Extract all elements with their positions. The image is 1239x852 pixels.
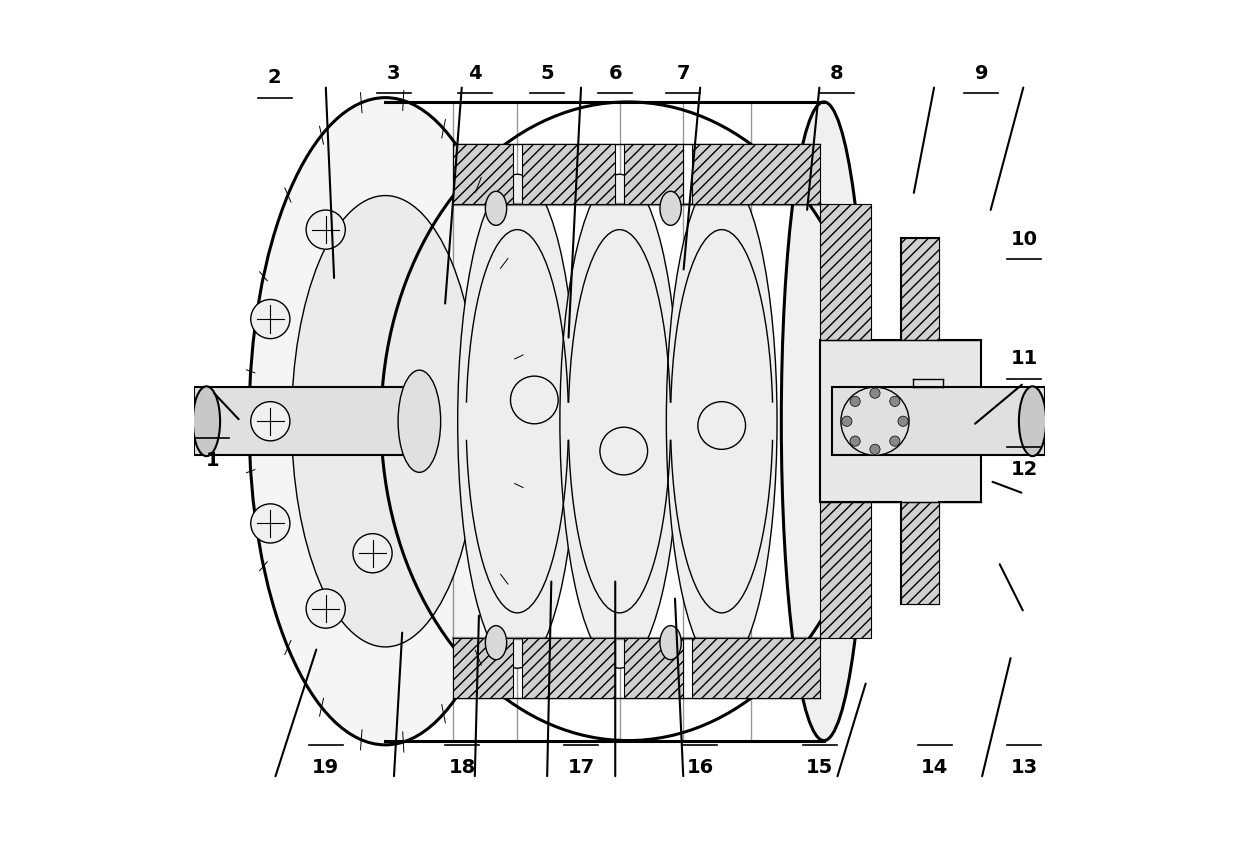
Text: 6: 6 (608, 64, 622, 83)
Ellipse shape (1018, 387, 1046, 457)
Text: 19: 19 (312, 757, 339, 775)
Circle shape (250, 504, 290, 544)
Ellipse shape (398, 371, 441, 473)
Polygon shape (691, 639, 820, 698)
Circle shape (870, 445, 880, 455)
Text: 1: 1 (206, 451, 219, 469)
Circle shape (850, 436, 860, 446)
Circle shape (250, 300, 290, 339)
Ellipse shape (457, 175, 577, 669)
Polygon shape (691, 146, 820, 204)
Circle shape (870, 389, 880, 399)
Text: 16: 16 (686, 757, 714, 775)
Text: 2: 2 (268, 68, 281, 87)
Text: 13: 13 (1011, 757, 1037, 775)
Text: 17: 17 (567, 757, 595, 775)
Circle shape (850, 397, 860, 407)
Polygon shape (833, 388, 1046, 456)
Circle shape (841, 417, 852, 427)
Circle shape (890, 397, 900, 407)
Text: 11: 11 (1010, 348, 1037, 367)
Polygon shape (522, 146, 616, 204)
Text: 15: 15 (807, 757, 834, 775)
Text: 9: 9 (975, 64, 989, 83)
Circle shape (841, 388, 909, 456)
Polygon shape (193, 388, 415, 456)
Text: 3: 3 (387, 64, 400, 83)
Polygon shape (820, 204, 871, 341)
Circle shape (353, 534, 392, 573)
Polygon shape (820, 239, 981, 605)
Polygon shape (522, 639, 616, 698)
Polygon shape (820, 503, 871, 639)
Ellipse shape (667, 175, 777, 669)
Ellipse shape (486, 626, 507, 660)
Ellipse shape (291, 196, 479, 648)
Ellipse shape (660, 192, 681, 226)
Circle shape (898, 417, 908, 427)
Ellipse shape (560, 175, 679, 669)
Circle shape (890, 436, 900, 446)
Polygon shape (453, 146, 513, 204)
Polygon shape (623, 146, 684, 204)
Polygon shape (453, 639, 513, 698)
Polygon shape (623, 639, 684, 698)
Circle shape (250, 402, 290, 441)
Text: 10: 10 (1011, 229, 1037, 248)
Circle shape (306, 590, 346, 629)
Text: 8: 8 (830, 64, 844, 83)
Ellipse shape (193, 387, 221, 457)
Text: 18: 18 (449, 757, 476, 775)
Text: 4: 4 (468, 64, 482, 83)
Circle shape (306, 210, 346, 250)
Ellipse shape (782, 103, 866, 740)
Text: 12: 12 (1010, 459, 1037, 478)
Polygon shape (901, 239, 939, 341)
Text: 5: 5 (540, 64, 554, 83)
Ellipse shape (486, 192, 507, 226)
Ellipse shape (249, 99, 522, 745)
Ellipse shape (660, 626, 681, 660)
Text: 7: 7 (676, 64, 690, 83)
Polygon shape (901, 503, 939, 605)
Text: 14: 14 (921, 757, 948, 775)
